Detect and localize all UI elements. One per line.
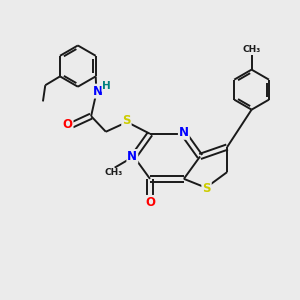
Text: S: S	[202, 182, 211, 195]
Text: S: S	[122, 114, 131, 127]
Text: N: N	[127, 150, 137, 163]
Text: O: O	[63, 118, 73, 131]
Text: O: O	[145, 196, 155, 209]
Text: N: N	[179, 126, 189, 139]
Text: H: H	[102, 81, 111, 91]
Text: CH₃: CH₃	[104, 169, 122, 178]
Text: N: N	[93, 85, 103, 98]
Text: CH₃: CH₃	[242, 44, 261, 53]
